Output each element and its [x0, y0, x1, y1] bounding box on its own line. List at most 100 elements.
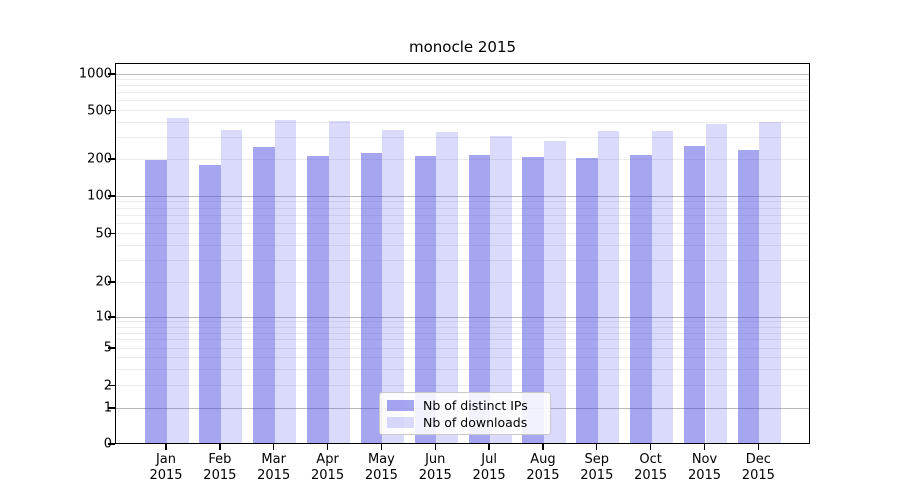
y-tick-label: 50	[95, 226, 112, 241]
plot-area	[115, 63, 810, 444]
minor-gridline	[116, 347, 809, 349]
year-label: 2015	[687, 468, 722, 483]
x-tick-label-dec: Dec 2015	[728, 452, 788, 484]
x-tick-mark	[542, 444, 544, 450]
minor-gridline	[116, 201, 809, 203]
y-tick-label: 200	[87, 151, 112, 167]
major-gridline	[116, 195, 809, 197]
month-label: Sep	[584, 452, 610, 467]
year-label: 2015	[203, 468, 237, 483]
bar-nov-distinct-ips	[683, 146, 706, 443]
y-tick-mark	[108, 384, 115, 387]
bar-dec-distinct-ips	[737, 149, 760, 443]
year-label: 2015	[741, 468, 775, 483]
minor-gridline	[116, 326, 809, 328]
bar-apr-downloads	[328, 121, 351, 443]
bar-aug-downloads	[543, 140, 566, 443]
y-tick-mark	[108, 158, 115, 160]
legend-label: Nb of distinct IPs	[423, 398, 528, 413]
y-tick-label: 100	[87, 188, 112, 204]
y-tick-mark	[108, 316, 115, 318]
minor-gridline	[116, 137, 809, 139]
legend-label: Nb of downloads	[423, 415, 528, 430]
x-tick-mark	[703, 444, 706, 450]
x-tick-label-sep: Sep 2015	[567, 452, 627, 484]
minor-gridline	[116, 339, 809, 341]
x-tick-mark	[596, 444, 598, 450]
x-tick-mark	[219, 444, 221, 450]
year-label: 2015	[472, 468, 506, 483]
month-label: Dec	[745, 452, 771, 467]
bar-jul-downloads	[490, 135, 512, 443]
minor-gridline	[116, 158, 809, 160]
y-tick-label: 500	[87, 103, 112, 118]
legend-item-distinct-ips: Nb of distinct IPs	[387, 398, 542, 413]
x-tick-label-oct: Oct 2015	[621, 452, 681, 484]
month-label: Jun	[425, 452, 446, 467]
y-tick-mark	[108, 443, 115, 445]
major-gridline	[116, 73, 809, 75]
legend-swatch-downloads	[387, 417, 414, 428]
x-tick-label-mar: Mar 2015	[244, 452, 304, 484]
minor-gridline	[116, 92, 809, 94]
bar-jul-distinct-ips	[468, 154, 491, 443]
y-tick-label: 1	[52, 402, 112, 415]
bar-sep-distinct-ips	[576, 158, 598, 443]
year-label: 2015	[257, 468, 291, 483]
legend-swatch-distinct-ips	[387, 400, 414, 411]
minor-gridline	[116, 244, 809, 246]
minor-gridline	[116, 321, 809, 323]
x-tick-mark	[757, 444, 760, 450]
y-tick-mark	[108, 232, 115, 235]
minor-gridline	[116, 79, 809, 81]
x-tick-label-jun: Jun 2015	[405, 452, 465, 484]
x-tick-label-may: May 2015	[351, 452, 411, 484]
y-tick-mark	[108, 73, 115, 75]
month-label: Feb	[208, 452, 232, 467]
bar-apr-distinct-ips	[306, 156, 329, 443]
y-tick-mark	[108, 347, 115, 349]
x-tick-mark	[488, 444, 490, 450]
y-tick-mark	[108, 195, 115, 197]
y-tick-label: 5	[52, 342, 112, 355]
month-label: May	[367, 452, 395, 467]
minor-gridline	[116, 110, 809, 112]
legend: Nb of distinct IPs Nb of downloads	[379, 392, 551, 435]
chart-title: monocle 2015	[408, 38, 517, 56]
bar-mar-distinct-ips	[253, 147, 275, 443]
bar-jan-downloads	[167, 118, 189, 443]
minor-gridline	[116, 281, 809, 283]
minor-gridline	[116, 223, 809, 225]
bar-jun-downloads	[436, 132, 458, 443]
y-tick-label: 1000	[78, 66, 112, 82]
bar-oct-distinct-ips	[630, 155, 652, 443]
minor-gridline	[116, 385, 809, 387]
bar-dec-downloads	[759, 121, 781, 443]
year-label: 2015	[634, 468, 668, 483]
bar-oct-downloads	[651, 130, 674, 443]
bar-may-downloads	[382, 130, 404, 443]
x-tick-mark	[434, 444, 436, 450]
x-tick-mark	[273, 444, 275, 450]
month-label: Jul	[481, 452, 497, 467]
month-label: Aug	[530, 452, 556, 467]
y-tick-mark	[108, 281, 115, 283]
year-label: 2015	[149, 468, 183, 483]
year-label: 2015	[526, 468, 560, 483]
minor-gridline	[116, 332, 809, 334]
x-tick-mark	[380, 444, 383, 450]
bar-jun-distinct-ips	[414, 155, 437, 443]
y-tick-label: 20	[95, 274, 112, 290]
minor-gridline	[116, 260, 809, 262]
x-tick-label-aug: Aug 2015	[513, 452, 573, 484]
bar-jan-distinct-ips	[145, 159, 167, 443]
year-label: 2015	[364, 468, 398, 483]
y-tick-label: 10	[95, 309, 112, 325]
x-tick-label-apr: Apr 2015	[298, 452, 358, 484]
y-tick-label: 0	[52, 438, 112, 451]
year-label: 2015	[418, 468, 452, 483]
x-tick-label-jan: Jan 2015	[136, 452, 196, 484]
y-tick-mark	[108, 109, 115, 112]
legend-item-downloads: Nb of downloads	[387, 415, 542, 430]
